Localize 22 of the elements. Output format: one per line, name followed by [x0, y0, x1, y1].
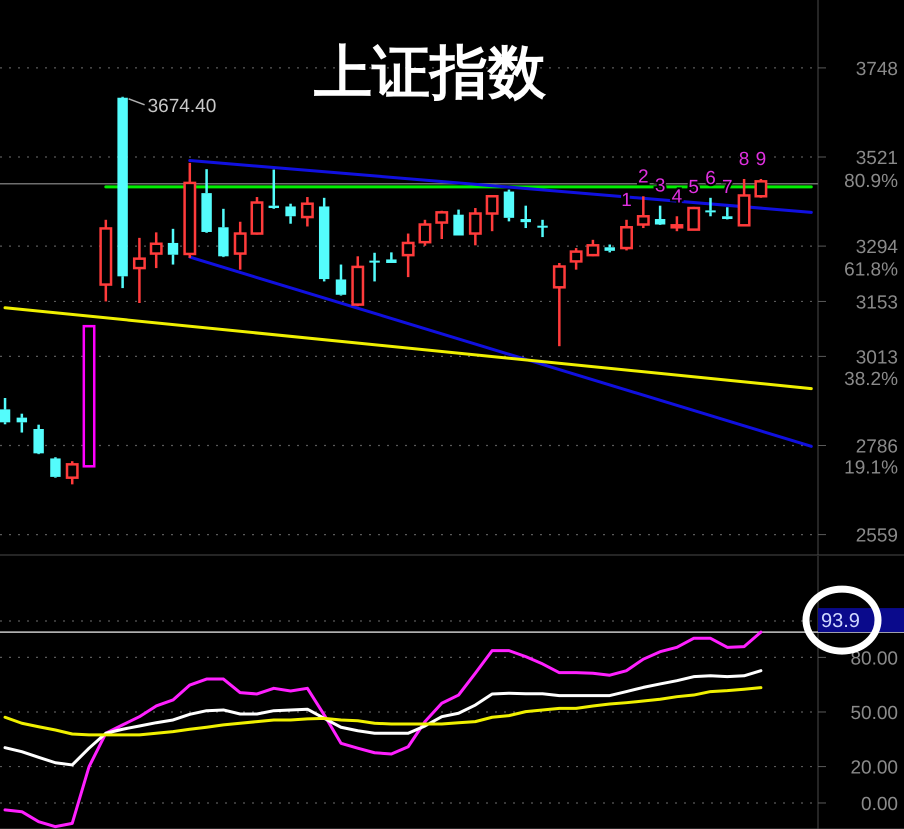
- text: 9: [756, 148, 766, 170]
- text: 上证指数: [313, 38, 547, 106]
- y-tick-label: 50.00: [850, 702, 898, 724]
- y-tick-label: 3748: [856, 58, 898, 80]
- y-tick-label: 0.00: [861, 794, 898, 815]
- y2-tick-label: 19.1%: [844, 457, 898, 478]
- annotation: 3674.40: [148, 96, 216, 117]
- y-tick-label: 3013: [856, 347, 898, 368]
- text: 2: [638, 166, 649, 188]
- y-tick-label: 20.00: [850, 758, 898, 779]
- y2-tick-label: 61.8%: [844, 259, 898, 280]
- y-tick-label: 80.00: [850, 648, 898, 670]
- y-tick-label: 3294: [856, 237, 898, 258]
- y2-tick-label: 38.2%: [844, 368, 898, 390]
- y-tick-label: 3153: [856, 292, 898, 314]
- y-tick-label: 3521: [856, 148, 898, 169]
- ref-line-label: 93.9: [821, 610, 860, 632]
- y-tick-label: 2559: [856, 526, 898, 547]
- text: 8: [738, 148, 750, 170]
- y-tick-label: 2786: [856, 436, 898, 458]
- text: 6: [705, 168, 716, 189]
- y2-tick-label: 80.9%: [844, 170, 898, 192]
